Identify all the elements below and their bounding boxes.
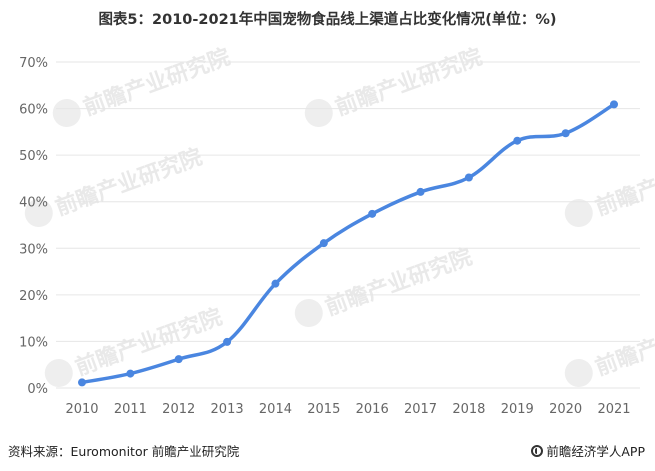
data-point xyxy=(223,337,232,346)
data-points xyxy=(78,100,618,387)
x-tick-label: 2015 xyxy=(307,402,340,417)
chart-title: 图表5：2010-2021年中国宠物食品线上渠道占比变化情况(单位：%) xyxy=(98,12,557,28)
data-point xyxy=(610,100,618,109)
x-tick-label: 2019 xyxy=(501,402,534,417)
series-line xyxy=(80,102,616,385)
brand-label: 前瞻经济学人APP xyxy=(531,441,645,460)
source-note: 资料来源：Euromonitor 前瞻产业研究院 xyxy=(8,444,240,459)
x-tick-label: 2011 xyxy=(114,402,147,417)
line-chart: 0% 10% 20% 30% 40% 50% 60% 70% 2010 2011 2012 2013… xyxy=(19,56,640,417)
x-tick-label: 2017 xyxy=(404,402,437,417)
data-point xyxy=(464,173,473,182)
y-tick-label: 20% xyxy=(19,289,48,304)
x-axis-ticks: 2010 2011 2012 2013 2014 2015 2016 2017 2018 2019… xyxy=(65,402,630,417)
data-point xyxy=(416,187,425,196)
data-point xyxy=(368,209,377,218)
y-tick-label: 40% xyxy=(19,196,48,211)
brand-text: 前瞻经济学人APP xyxy=(546,444,645,459)
x-tick-label: 2012 xyxy=(162,402,195,417)
y-tick-label: 10% xyxy=(19,335,48,350)
data-point xyxy=(78,378,86,387)
data-point xyxy=(319,239,328,248)
x-tick-label: 2016 xyxy=(356,402,389,417)
y-tick-label: 0% xyxy=(27,382,48,397)
x-tick-label: 2014 xyxy=(259,402,292,417)
data-point xyxy=(561,129,570,138)
brand-logo-icon xyxy=(531,445,544,457)
y-tick-label: 30% xyxy=(19,242,48,257)
data-point xyxy=(126,369,135,378)
data-point xyxy=(513,136,522,145)
x-tick-label: 2018 xyxy=(452,402,485,417)
data-point xyxy=(174,355,183,364)
grid-lines xyxy=(56,61,640,389)
data-point xyxy=(271,279,280,288)
x-tick-label: 2020 xyxy=(549,402,582,417)
y-tick-label: 50% xyxy=(19,149,48,164)
x-tick-label: 2013 xyxy=(211,402,244,417)
y-axis-ticks: 0% 10% 20% 30% 40% 50% 60% 70% xyxy=(19,56,48,397)
x-tick-label: 2021 xyxy=(597,402,630,417)
x-tick-label: 2010 xyxy=(65,402,98,417)
y-tick-label: 60% xyxy=(19,103,48,118)
footer: 资料来源：Euromonitor 前瞻产业研究院 前瞻经济学人APP xyxy=(8,441,645,461)
y-tick-label: 70% xyxy=(19,56,48,71)
